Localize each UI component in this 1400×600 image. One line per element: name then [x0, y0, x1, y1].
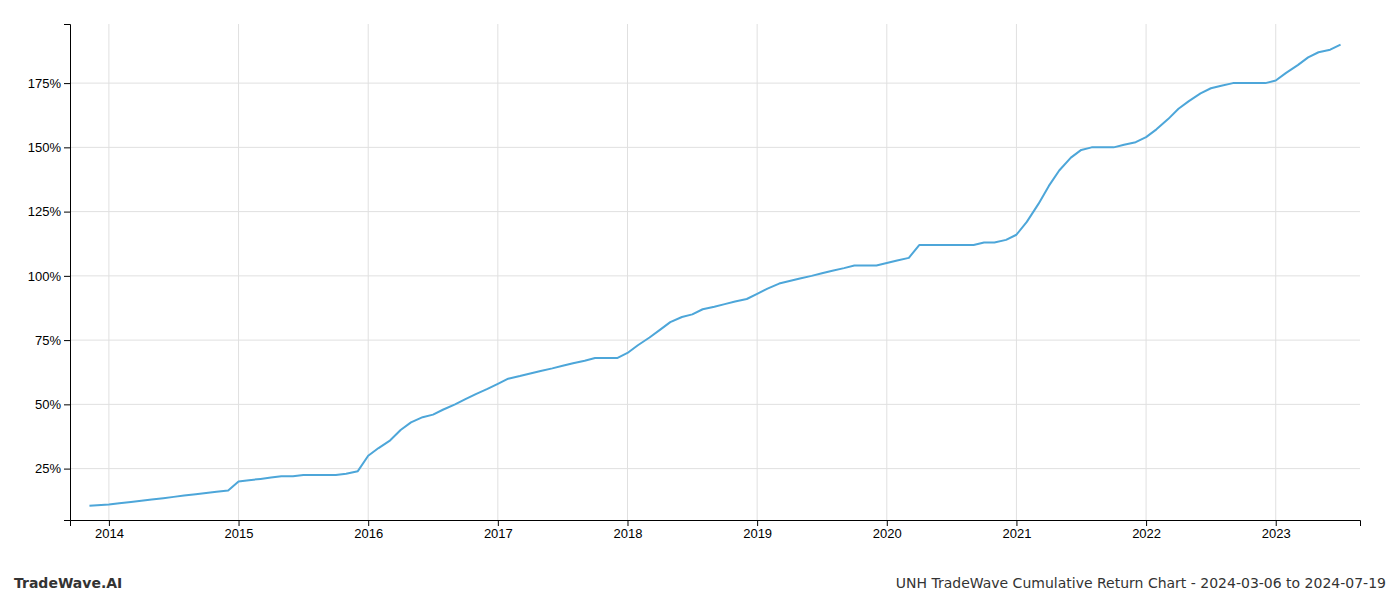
grid-line-y	[70, 275, 1360, 276]
tick-mark	[64, 83, 70, 84]
tick-mark	[64, 147, 70, 148]
tick: 100%	[28, 269, 70, 284]
tick: 2022	[1132, 520, 1161, 541]
marks	[89, 45, 1340, 506]
tick: 75%	[35, 333, 70, 348]
tick: 2019	[743, 520, 772, 541]
tick: 2016	[354, 520, 383, 541]
tick-mark	[1146, 520, 1147, 526]
tick: 2023	[1262, 520, 1291, 541]
tick-label: 2017	[484, 526, 513, 541]
grid-line-y	[70, 83, 1360, 84]
tick-label: 2021	[1002, 526, 1031, 541]
tick-mark	[109, 520, 110, 526]
tick-mark	[64, 212, 70, 213]
tick: 2015	[225, 520, 254, 541]
axis-line	[71, 521, 1361, 527]
line	[89, 45, 1340, 506]
tick-mark	[498, 520, 499, 526]
tick-mark	[887, 520, 888, 526]
tick-label: 125%	[28, 204, 62, 219]
tick: 175%	[28, 76, 70, 91]
tick-mark	[64, 340, 70, 341]
tick-mark	[757, 520, 758, 526]
grid-line-x	[757, 24, 758, 520]
watermark: TradeWave.AI	[14, 575, 122, 591]
grid-line-x	[108, 24, 109, 520]
title: UNH TradeWave Cumulative Return Chart - …	[896, 575, 1386, 591]
grid-line-x	[1146, 24, 1147, 520]
grid-line-x	[1275, 24, 1276, 520]
tick-label: 2022	[1132, 526, 1161, 541]
grid-line-x	[1016, 24, 1017, 520]
tick-mark	[64, 276, 70, 277]
tick-mark	[239, 520, 240, 526]
tick-label: 25%	[35, 461, 61, 476]
grid	[70, 24, 1360, 520]
tick-label: 100%	[28, 269, 62, 284]
tick-label: 175%	[28, 76, 62, 91]
tick: 125%	[28, 204, 70, 219]
tick-mark	[64, 469, 70, 470]
tick-label: 2016	[354, 526, 383, 541]
chart: 2014 2015 2016 2017 2018 2019 2020 2021 2022 2023…	[0, 0, 1400, 600]
plot: 2014 2015 2016 2017 2018 2019 2020 2021 2022 2023…	[28, 24, 1361, 541]
grid-line-y	[70, 211, 1360, 212]
tick-mark	[64, 404, 70, 405]
tick: 2020	[873, 520, 902, 541]
y-axis: 25% 50% 75% 100% 125% 150% 175%	[28, 25, 71, 521]
tick: 25%	[35, 461, 70, 476]
tick-label: 150%	[28, 140, 62, 155]
tick-mark	[627, 520, 628, 526]
tick: 2014	[95, 520, 124, 541]
tick-mark	[1276, 520, 1277, 526]
tick-label: 2015	[225, 526, 254, 541]
tick: 150%	[28, 140, 70, 155]
tick-label: 2018	[614, 526, 643, 541]
grid-line-y	[70, 468, 1360, 469]
tick-label: 2023	[1262, 526, 1291, 541]
grid-line-x	[497, 24, 498, 520]
grid-line-y	[70, 147, 1360, 148]
grid-line-x	[886, 24, 887, 520]
tick-label: 2014	[95, 526, 124, 541]
grid-line-y	[70, 340, 1360, 341]
tick-label: 2020	[873, 526, 902, 541]
tick-mark	[368, 520, 369, 526]
grid-line-y	[70, 404, 1360, 405]
tick: 2018	[614, 520, 643, 541]
grid-line-x	[238, 24, 239, 520]
tick-label: 50%	[35, 397, 61, 412]
tick: 2021	[1002, 520, 1031, 541]
tick-mark	[1016, 520, 1017, 526]
tick: 2017	[484, 520, 513, 541]
tick: 50%	[35, 397, 70, 412]
axis-line	[64, 25, 71, 521]
tick-label: 75%	[35, 333, 61, 348]
grid-line-x	[368, 24, 369, 520]
tick-label: 2019	[743, 526, 772, 541]
grid-line-x	[627, 24, 628, 520]
x-axis: 2014 2015 2016 2017 2018 2019 2020 2021 2022 2023	[71, 520, 1361, 541]
